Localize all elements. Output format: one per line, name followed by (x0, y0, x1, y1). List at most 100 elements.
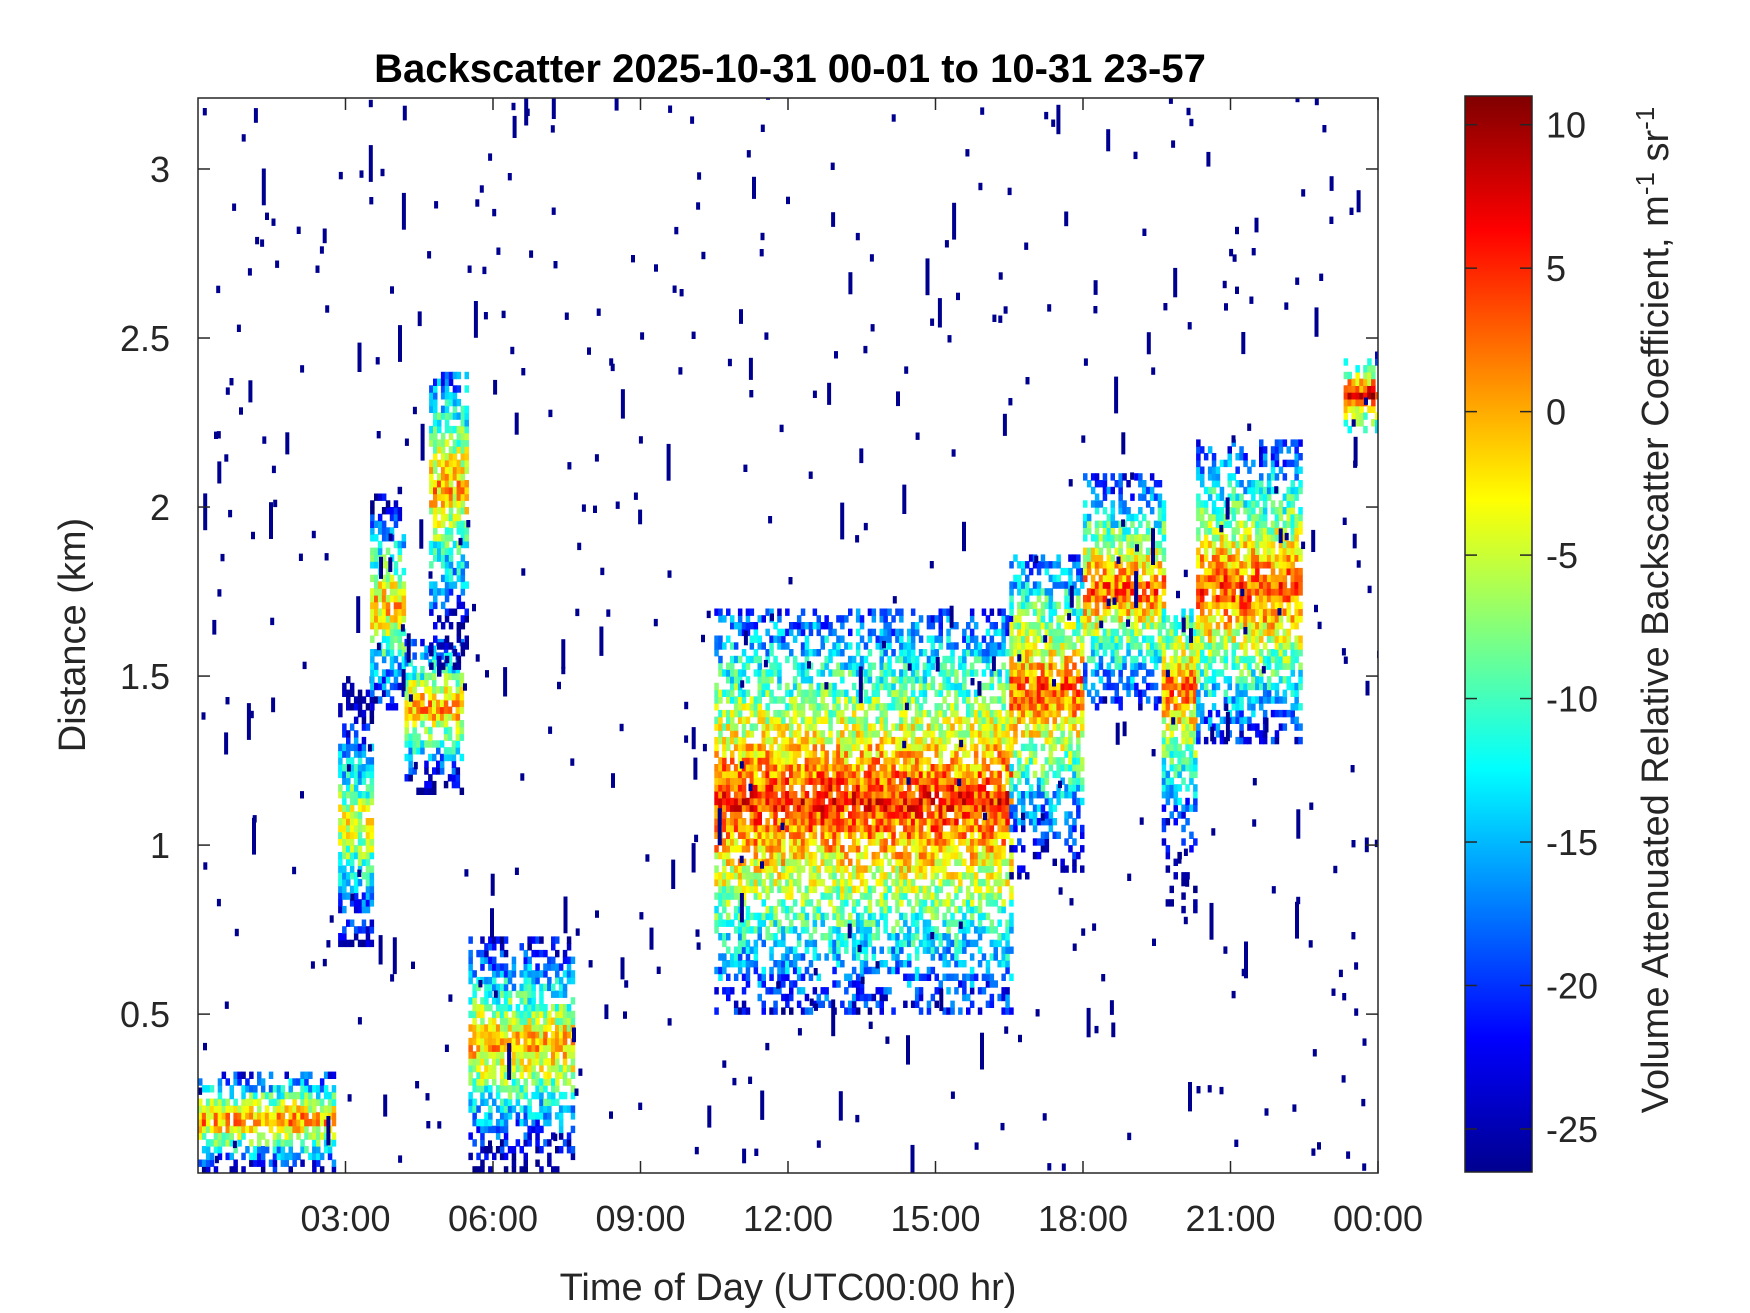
heatmap-cell (527, 963, 532, 971)
heatmap-cell (555, 1058, 560, 1066)
heatmap-cell (910, 831, 916, 839)
heatmap-cell (444, 547, 450, 555)
heatmap-cell (515, 1085, 521, 1093)
heatmap-cell (531, 1010, 536, 1019)
heatmap-cell (1009, 872, 1014, 880)
heatmap-cell (903, 730, 908, 738)
heatmap-cell (730, 757, 735, 765)
heatmap-cell (969, 662, 975, 670)
heatmap-cell (429, 392, 434, 400)
heatmap-cell (346, 858, 351, 866)
heatmap-cell (745, 960, 751, 968)
heatmap-cell (436, 720, 441, 728)
heatmap-cell (722, 892, 727, 900)
heatmap-cell (903, 919, 908, 927)
heatmap-cell (792, 743, 798, 752)
heatmap-cell (930, 824, 936, 833)
heatmap-cell (859, 878, 865, 887)
heatmap-cell (296, 1112, 301, 1120)
heatmap-cell (950, 818, 955, 826)
heatmap-cell (871, 831, 877, 839)
heatmap-cell (349, 743, 355, 752)
heatmap-cell (914, 987, 920, 995)
heatmap-cell (859, 919, 865, 927)
heatmap-cell (977, 764, 983, 772)
heatmap-cell (264, 1146, 270, 1154)
heatmap-cell (455, 780, 461, 789)
heatmap-cell (863, 757, 869, 765)
heatmap-cell (718, 723, 723, 731)
heatmap-cell (820, 642, 825, 650)
heatmap-cell (456, 425, 462, 434)
heatmap-cell (452, 466, 458, 474)
heatmap-cell (495, 1024, 501, 1032)
heatmap-cell (741, 662, 747, 670)
heatmap-cell (507, 1105, 513, 1113)
heatmap-cell (989, 892, 995, 900)
heatmap-cell (433, 507, 438, 515)
heatmap-cell (268, 1071, 274, 1079)
heatmap-cell (284, 1091, 289, 1100)
heatmap-cell (448, 466, 454, 474)
heatmap-cell (714, 878, 719, 887)
heatmap-cell (420, 720, 425, 728)
heatmap-cell (460, 473, 466, 481)
heatmap-cell (828, 764, 833, 772)
heatmap-cell (816, 736, 821, 745)
heatmap-cell (741, 818, 747, 826)
heatmap-cell (1001, 716, 1006, 724)
heatmap-cell (428, 713, 433, 721)
heatmap-cell (969, 966, 975, 975)
heatmap-cell (714, 750, 719, 758)
heatmap-cell (401, 628, 407, 637)
heatmap-cell (349, 885, 355, 894)
heatmap-cell (714, 845, 719, 853)
heatmap-cell (824, 892, 829, 900)
heatmap-cell (938, 858, 943, 866)
heatmap-cell (714, 811, 719, 819)
heatmap-cell (875, 858, 880, 866)
heatmap-cell (855, 689, 861, 697)
heatmap-cell (867, 743, 873, 752)
heatmap-cell (883, 804, 888, 812)
heatmap-cell (444, 480, 450, 488)
heatmap-cell (714, 703, 719, 711)
heatmap-cell (476, 1166, 481, 1173)
heatmap-cell (950, 851, 955, 860)
heatmap-cell (1021, 689, 1026, 697)
heatmap-cell (722, 865, 727, 873)
heatmap-cell (499, 1146, 505, 1154)
heatmap-cell (973, 811, 979, 819)
heatmap-cell (907, 791, 912, 799)
heatmap-cell (938, 709, 943, 718)
heatmap-cell (796, 682, 802, 691)
heatmap-cell (934, 851, 939, 860)
heatmap-cell (954, 919, 959, 927)
heatmap-cell (875, 797, 880, 806)
heatmap-cell (346, 919, 351, 927)
heatmap-cell (349, 682, 355, 691)
heatmap-cell (914, 824, 920, 833)
heatmap-cell (377, 547, 383, 555)
heatmap-cell (875, 966, 880, 975)
heatmap-cell (346, 824, 351, 833)
heatmap-cell (977, 723, 983, 731)
heatmap-cell (946, 939, 951, 948)
heatmap-cell (741, 669, 747, 677)
heatmap-cell (1005, 682, 1010, 691)
heatmap-cell (433, 419, 438, 427)
heatmap-cell (903, 757, 908, 765)
heatmap-cell (377, 581, 383, 589)
heatmap-cell (844, 777, 849, 785)
heatmap-cell (800, 953, 806, 961)
heatmap-cell (942, 973, 947, 981)
heatmap-cell (257, 1146, 262, 1154)
heatmap-cell (785, 642, 790, 650)
heatmap-cell (312, 1105, 317, 1113)
heatmap-cell (824, 716, 829, 724)
heatmap-cell (859, 730, 865, 738)
heatmap-cell (859, 912, 865, 921)
heatmap-cell (855, 1007, 861, 1015)
heatmap-cell (440, 513, 446, 522)
heatmap-cell (484, 1058, 489, 1066)
